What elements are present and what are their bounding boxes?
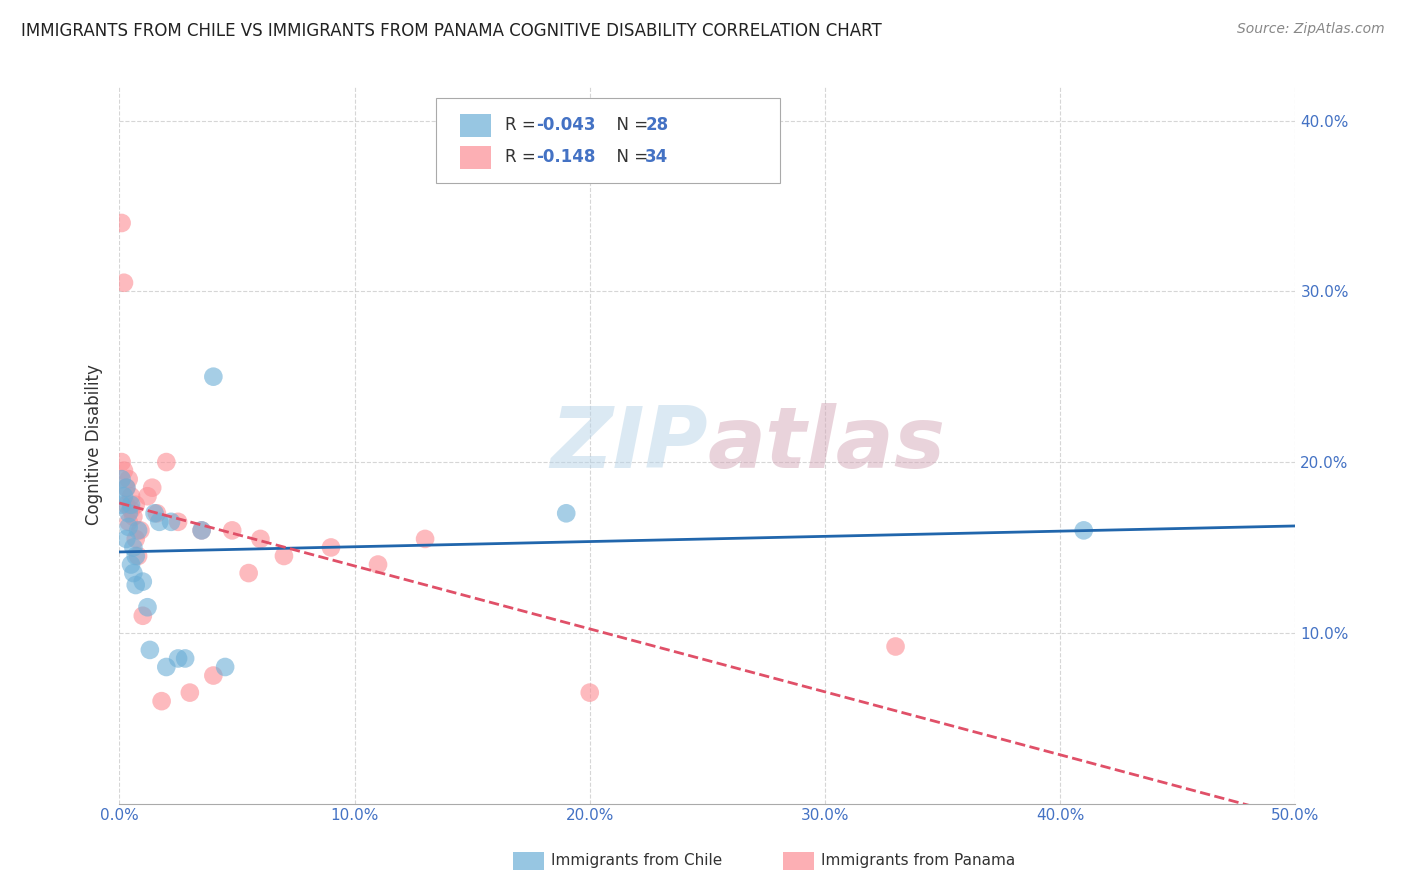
- Point: [141, 481, 163, 495]
- Text: 28: 28: [645, 116, 668, 135]
- Point: [115, 481, 138, 495]
- Point: [122, 509, 145, 524]
- Text: Immigrants from Chile: Immigrants from Chile: [551, 854, 723, 868]
- Point: [118, 520, 141, 534]
- Point: [555, 506, 578, 520]
- Point: [125, 578, 148, 592]
- Point: [413, 532, 436, 546]
- Text: IMMIGRANTS FROM CHILE VS IMMIGRANTS FROM PANAMA COGNITIVE DISABILITY CORRELATION: IMMIGRANTS FROM CHILE VS IMMIGRANTS FROM…: [21, 22, 882, 40]
- Point: [118, 506, 141, 520]
- Point: [120, 558, 142, 572]
- Point: [129, 524, 152, 538]
- Point: [273, 549, 295, 563]
- Text: -0.148: -0.148: [536, 148, 595, 166]
- Point: [122, 566, 145, 580]
- Point: [190, 524, 212, 538]
- Point: [120, 489, 142, 503]
- Point: [127, 549, 149, 563]
- Point: [202, 369, 225, 384]
- Point: [578, 685, 600, 699]
- Point: [319, 541, 342, 555]
- Point: [118, 515, 141, 529]
- Text: -0.043: -0.043: [536, 116, 595, 135]
- Point: [125, 498, 148, 512]
- Point: [146, 506, 169, 520]
- Point: [190, 524, 212, 538]
- Point: [174, 651, 197, 665]
- Point: [1073, 524, 1095, 538]
- Point: [238, 566, 260, 580]
- Point: [132, 574, 155, 589]
- Text: R =: R =: [505, 148, 541, 166]
- Point: [150, 694, 173, 708]
- Point: [111, 216, 134, 230]
- Point: [112, 489, 135, 503]
- Point: [214, 660, 236, 674]
- Point: [367, 558, 389, 572]
- Point: [115, 481, 138, 495]
- Point: [112, 276, 135, 290]
- Point: [115, 498, 138, 512]
- Point: [127, 524, 149, 538]
- Point: [221, 524, 243, 538]
- Point: [148, 515, 170, 529]
- Point: [125, 549, 148, 563]
- Point: [111, 498, 134, 512]
- Point: [112, 464, 135, 478]
- Text: N =: N =: [606, 116, 654, 135]
- Point: [167, 651, 190, 665]
- Point: [143, 506, 166, 520]
- Point: [120, 503, 142, 517]
- Point: [155, 660, 177, 674]
- Text: Source: ZipAtlas.com: Source: ZipAtlas.com: [1237, 22, 1385, 37]
- Y-axis label: Cognitive Disability: Cognitive Disability: [86, 365, 103, 525]
- Point: [111, 472, 134, 486]
- Text: Immigrants from Panama: Immigrants from Panama: [821, 854, 1015, 868]
- Point: [118, 472, 141, 486]
- Text: ZIP: ZIP: [550, 403, 707, 486]
- Text: N =: N =: [606, 148, 654, 166]
- Text: R =: R =: [505, 116, 541, 135]
- Point: [167, 515, 190, 529]
- Point: [160, 515, 183, 529]
- Point: [155, 455, 177, 469]
- Point: [122, 541, 145, 555]
- Point: [136, 600, 159, 615]
- Text: 34: 34: [645, 148, 669, 166]
- Point: [179, 685, 201, 699]
- Point: [125, 532, 148, 546]
- Point: [202, 668, 225, 682]
- Point: [132, 608, 155, 623]
- Point: [120, 498, 142, 512]
- Point: [249, 532, 271, 546]
- Point: [139, 643, 162, 657]
- Point: [115, 532, 138, 546]
- Point: [884, 640, 907, 654]
- Text: atlas: atlas: [707, 403, 945, 486]
- Point: [111, 455, 134, 469]
- Point: [136, 489, 159, 503]
